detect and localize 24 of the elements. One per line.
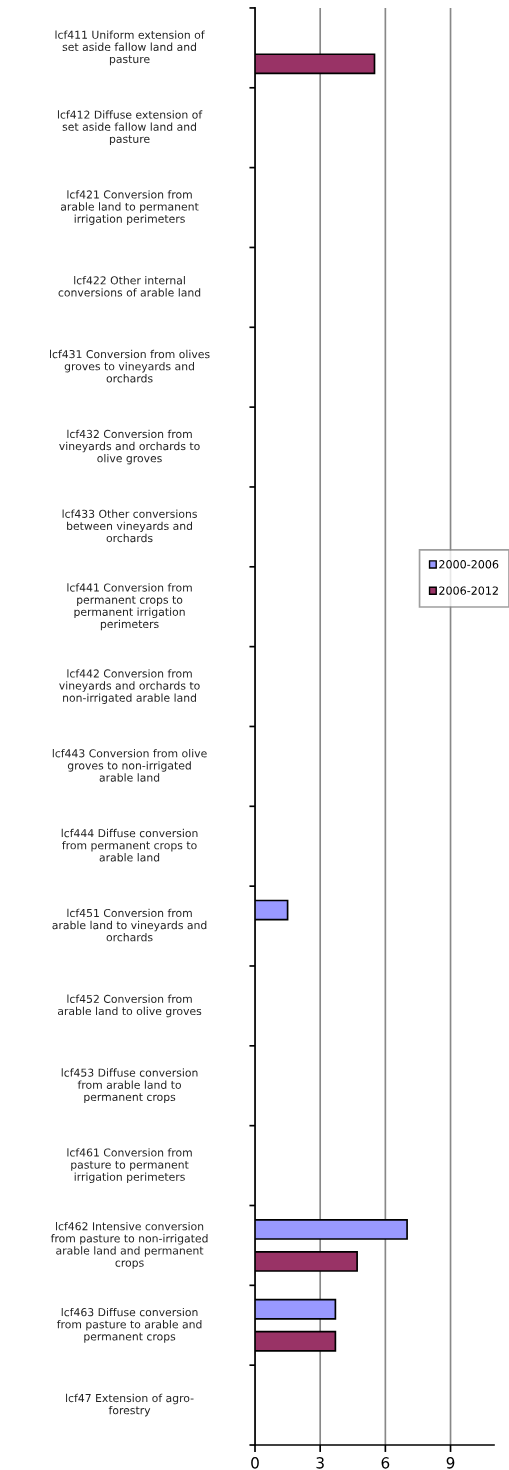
y-tick-label: lcf453 Diffuse conversion from arable land to permanent crops: [61, 1068, 198, 1104]
y-tick-label: lcf463 Diffuse conversion from pasture to arable and permanent crops: [56, 1307, 202, 1343]
x-tick-label: 0: [251, 1457, 259, 1469]
x-tick-label: 9: [446, 1457, 455, 1469]
y-tick-label: lcf421 Conversion from arable land to permanent irrigation perimeters: [60, 190, 199, 225]
legend-label: 2006-2012: [439, 586, 498, 595]
y-tick-label: lcf412 Diffuse extension of set aside fallow land and pasture: [57, 110, 203, 146]
y-tick-label: lcf431 Conversion from olives groves to vineyards and orchards: [50, 349, 210, 383]
y-tick-label: lcf432 Conversion from vineyards and orchards to olive groves: [59, 429, 200, 465]
y-tick-label: lcf461 Conversion from pasture to permanent irrigation perimeters: [67, 1148, 192, 1183]
y-tick-label: lcf441 Conversion from permanent crops to permanent irrigation perimeters: [67, 583, 192, 631]
y-tick-label: lcf444 Diffuse conversion from permanent crops to arable land: [61, 828, 198, 862]
y-tick-label: lcf433 Other conversions between vineyards and orchards: [62, 509, 197, 543]
y-tick-label: lcf443 Conversion from olive groves to non-irrigated arable land: [52, 749, 207, 782]
y-tick-label: lcf451 Conversion from arable land to vineyards and orchards: [52, 908, 207, 942]
y-tick-label: lcf422 Other internal conversions of arable land: [58, 276, 201, 297]
x-tick-label: 6: [381, 1457, 390, 1469]
y-tick-label: lcf462 Intensive conversion from pasture to non-irrigated arable land and permanent crops: [50, 1221, 208, 1269]
y-tick-label: lcf411 Uniform extension of set aside fallow land and pasture: [55, 30, 205, 66]
y-tick-label: lcf452 Conversion from arable land to olive groves: [57, 994, 202, 1018]
y-tick-label: lcf47 Extension of agro- forestry: [66, 1393, 194, 1417]
legend-label: 2000-2006: [439, 560, 499, 569]
y-tick-label: lcf442 Conversion from vineyards and orchards to non-irrigated arable land: [59, 669, 200, 704]
x-tick-label: 3: [316, 1457, 324, 1469]
